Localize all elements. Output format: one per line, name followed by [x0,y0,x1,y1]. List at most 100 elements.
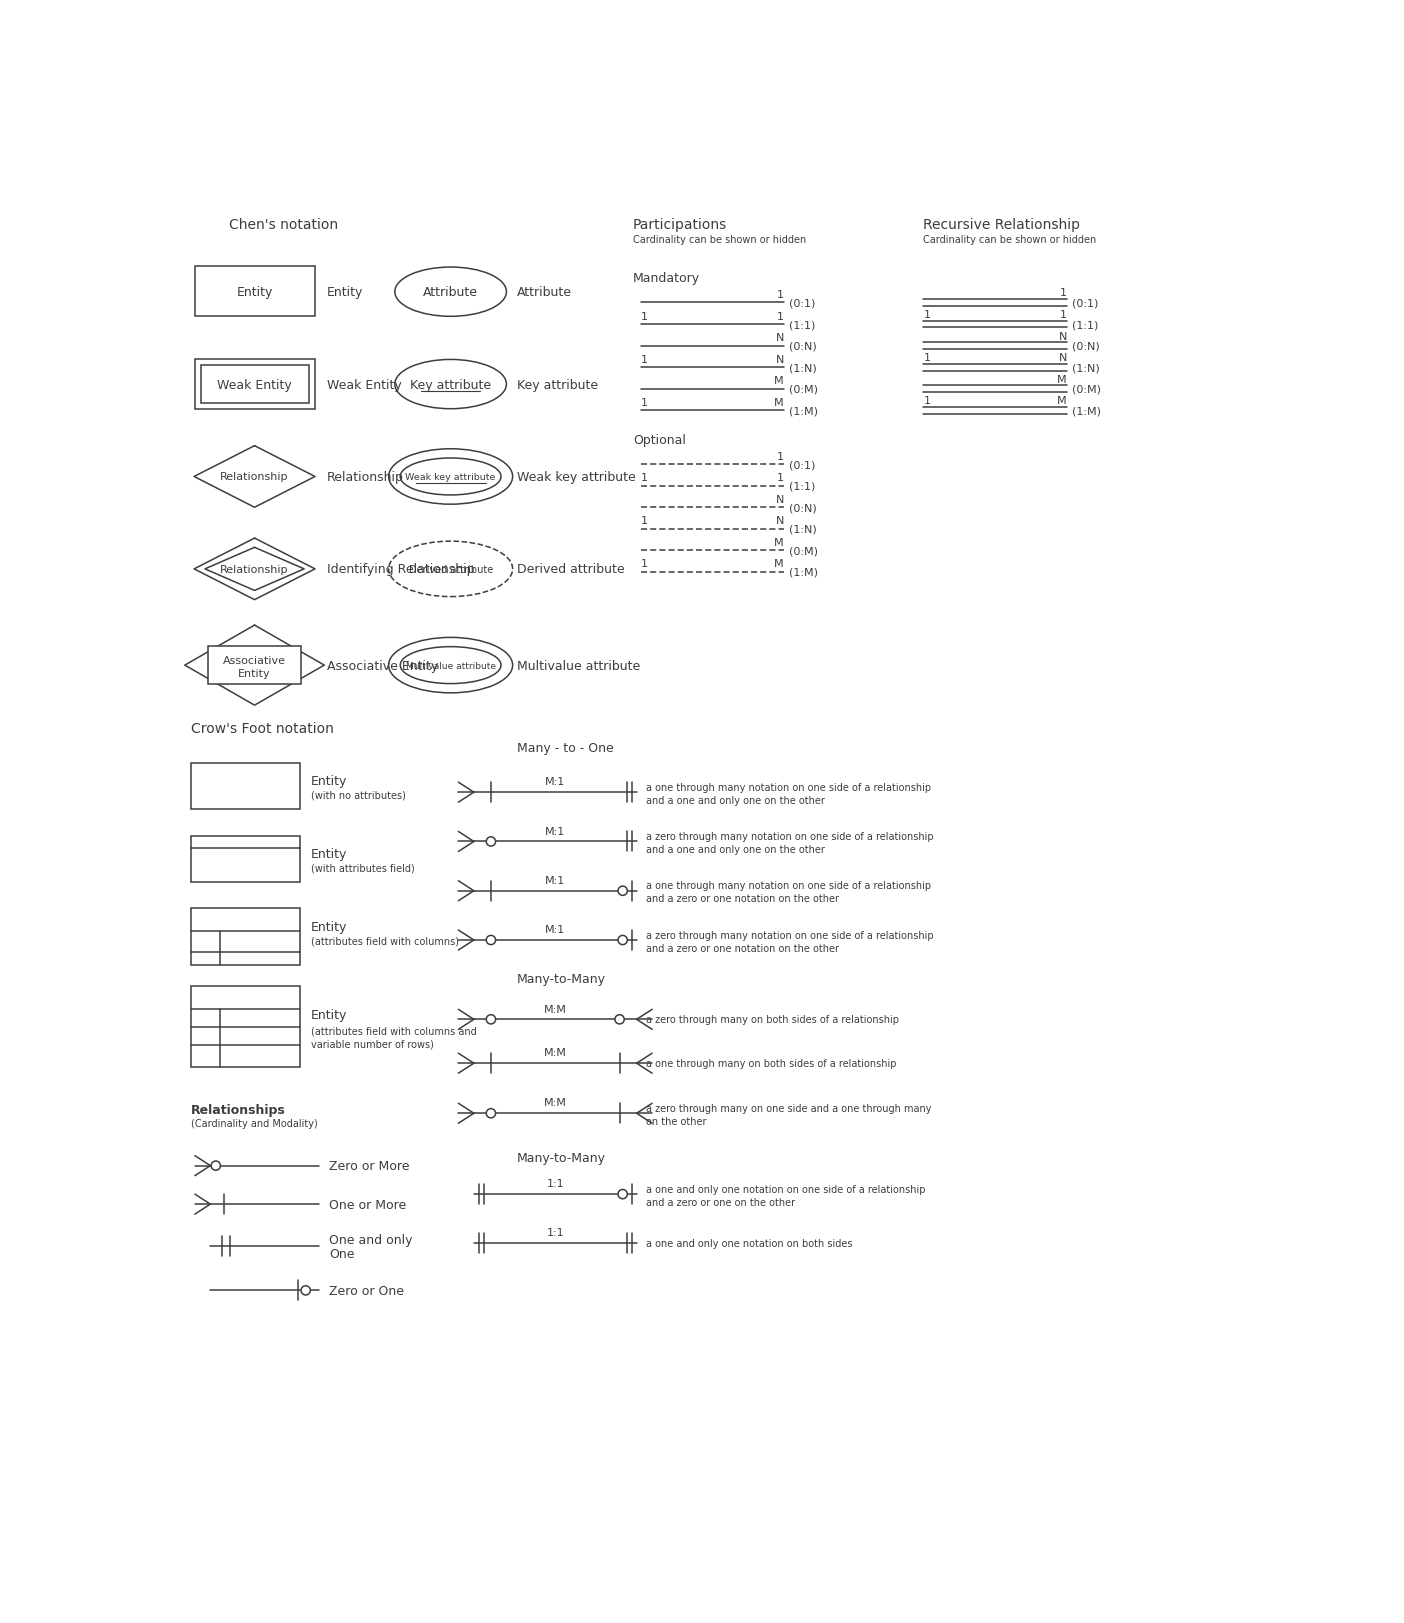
Bar [191,987,299,1068]
Text: Relationship: Relationship [327,471,403,484]
Text: M:M: M:M [543,1048,567,1058]
Text: (1:N): (1:N) [789,364,817,373]
Text: Weak Entity: Weak Entity [218,378,292,391]
Ellipse shape [389,638,512,693]
Bar [195,359,314,409]
Circle shape [618,936,628,945]
Text: Associative Entity: Associative Entity [327,659,438,672]
Text: Key attribute: Key attribute [517,378,598,391]
Text: and a one and only one on the other: and a one and only one on the other [646,795,824,805]
Text: a one through many notation on one side of a relationship: a one through many notation on one side … [646,881,931,891]
Text: Entity: Entity [312,847,348,860]
Text: 1: 1 [924,310,931,320]
Text: Entity: Entity [312,920,348,933]
Text: 1: 1 [640,354,647,365]
Text: (1:M): (1:M) [789,568,819,578]
Text: Zero or More: Zero or More [329,1159,410,1172]
Circle shape [486,1109,496,1118]
Text: M:1: M:1 [545,826,566,836]
Text: 1: 1 [640,472,647,484]
Circle shape [486,1014,496,1024]
Bar [195,268,314,316]
Text: Many-to-Many: Many-to-Many [517,972,605,985]
Bar [201,365,309,403]
Text: 1:1: 1:1 [546,1178,564,1188]
Bar [191,909,299,966]
Text: variable number of rows): variable number of rows) [312,1039,434,1050]
Text: N: N [1059,331,1067,341]
Text: 1: 1 [924,396,931,406]
Text: Many - to - One: Many - to - One [517,742,614,755]
Bar [191,763,299,810]
Text: M:M: M:M [543,1005,567,1014]
Text: a zero through many on one side and a one through many: a zero through many on one side and a on… [646,1104,931,1113]
Text: (Cardinality and Modality): (Cardinality and Modality) [191,1118,317,1128]
Ellipse shape [400,459,501,495]
Text: and a zero or one on the other: and a zero or one on the other [646,1198,795,1208]
Text: Zero or One: Zero or One [329,1284,404,1297]
Text: (0:N): (0:N) [1073,341,1099,351]
Text: N: N [775,354,783,365]
Circle shape [486,837,496,847]
Text: M: M [774,398,783,407]
Text: (0:M): (0:M) [789,545,819,557]
Text: (0:1): (0:1) [789,299,816,308]
Text: (0:N): (0:N) [789,503,817,513]
Text: Key attribute: Key attribute [410,378,491,391]
Text: M:1: M:1 [545,925,566,935]
Text: Cardinality can be shown or hidden: Cardinality can be shown or hidden [633,235,806,245]
Circle shape [486,936,496,945]
Text: a zero through many notation on one side of a relationship: a zero through many notation on one side… [646,930,934,940]
Text: (with attributes field): (with attributes field) [312,863,414,873]
Text: a one and only one notation on one side of a relationship: a one and only one notation on one side … [646,1185,925,1195]
Text: Attribute: Attribute [423,286,479,299]
Text: Attribute: Attribute [517,286,571,299]
Bar [208,646,300,685]
Text: M: M [774,537,783,547]
Text: Participations: Participations [633,217,727,232]
Text: and a one and only one on the other: and a one and only one on the other [646,844,824,855]
Text: N: N [775,333,783,342]
Text: 1: 1 [776,291,783,300]
Text: a zero through many notation on one side of a relationship: a zero through many notation on one side… [646,831,934,842]
Text: (1:N): (1:N) [789,524,817,534]
Text: 1: 1 [924,352,931,364]
Text: Associative: Associative [223,656,286,665]
Text: Derived attribute: Derived attribute [517,563,625,576]
Ellipse shape [395,268,507,316]
Text: M: M [774,560,783,570]
Text: M: M [774,377,783,386]
Text: Entity: Entity [239,669,271,678]
Text: Identifying Relationship: Identifying Relationship [327,563,475,576]
Text: (1:M): (1:M) [1073,406,1101,415]
Text: N: N [775,516,783,526]
Text: M:1: M:1 [545,777,566,787]
Text: 1: 1 [640,516,647,526]
Text: Weak key attribute: Weak key attribute [406,472,496,482]
Text: a one through many on both sides of a relationship: a one through many on both sides of a re… [646,1058,896,1068]
Text: M:M: M:M [543,1097,567,1109]
Text: and a zero or one notation on the other: and a zero or one notation on the other [646,943,840,953]
Text: Recursive Relationship: Recursive Relationship [924,217,1080,232]
Text: and a zero or one notation on the other: and a zero or one notation on the other [646,894,840,904]
Text: Weak key attribute: Weak key attribute [517,471,635,484]
Text: (1:1): (1:1) [789,482,816,492]
Circle shape [618,1190,628,1199]
Text: Mandatory: Mandatory [633,273,699,286]
Text: (0:M): (0:M) [1073,385,1101,394]
Text: 1: 1 [1060,310,1067,320]
Text: M:1: M:1 [545,875,566,886]
Text: N: N [1059,352,1067,364]
Circle shape [211,1162,220,1170]
Text: Multivalue attribute: Multivalue attribute [406,661,496,670]
Text: a zero through many on both sides of a relationship: a zero through many on both sides of a r… [646,1014,899,1024]
Text: Relationship: Relationship [220,565,289,575]
Text: Relationship: Relationship [220,472,289,482]
Text: Optional: Optional [633,433,685,446]
Text: Relationships: Relationships [191,1104,286,1117]
Text: 1: 1 [776,312,783,321]
Text: Multivalue attribute: Multivalue attribute [517,659,640,672]
Text: a one through many notation on one side of a relationship: a one through many notation on one side … [646,782,931,792]
Text: (1:1): (1:1) [1073,320,1098,329]
Text: One and only: One and only [329,1233,413,1246]
